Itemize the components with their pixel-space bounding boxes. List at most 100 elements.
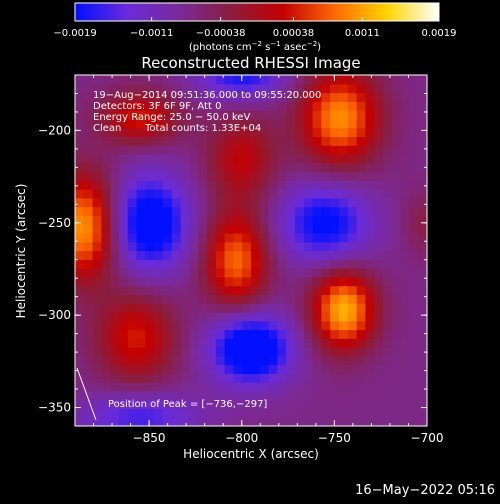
heatmap-cell	[215, 311, 226, 322]
heatmap-cell	[286, 285, 296, 295]
heatmap-cell	[83, 118, 94, 129]
heatmap-cell	[321, 311, 331, 322]
heatmap-cell	[418, 417, 427, 426]
heatmap-cell	[347, 329, 358, 339]
heatmap-cell	[321, 276, 331, 287]
heatmap-cell	[365, 276, 375, 287]
heatmap-cell	[383, 399, 393, 410]
heatmap-cell	[198, 276, 208, 287]
heatmap-cell	[163, 110, 173, 120]
heatmap-cell	[101, 153, 111, 164]
heatmap-cell	[303, 276, 314, 287]
heatmap-cell	[312, 162, 322, 173]
heatmap-cell	[163, 311, 173, 322]
heatmap-cell	[365, 162, 375, 173]
heatmap-cell	[356, 171, 366, 181]
heatmap-cell	[224, 276, 234, 287]
heatmap-cell	[180, 127, 190, 138]
heatmap-cell	[145, 101, 155, 111]
heatmap-cell	[154, 355, 164, 366]
heatmap-cell	[233, 145, 243, 155]
heatmap-cell	[119, 92, 129, 102]
heatmap-cell	[110, 92, 120, 102]
heatmap-cell	[180, 338, 190, 348]
heatmap-cell	[189, 180, 199, 190]
heatmap-cell	[171, 303, 182, 313]
heatmap-cell	[312, 347, 322, 357]
heatmap-cell	[303, 153, 314, 164]
heatmap-cell	[277, 373, 287, 383]
heatmap-cell	[295, 320, 305, 331]
heatmap-cell	[233, 153, 243, 164]
heatmap-cell	[154, 250, 164, 260]
heatmap-cell	[277, 347, 287, 357]
heatmap-cell	[242, 250, 252, 260]
heatmap-cell	[189, 311, 199, 322]
heatmap-cell	[136, 232, 146, 243]
heatmap-cell	[330, 355, 340, 366]
heatmap-cell	[110, 171, 120, 181]
heatmap-cell	[180, 241, 190, 252]
heatmap-cell	[347, 241, 358, 252]
heatmap-cell	[286, 75, 296, 85]
heatmap-cell	[136, 180, 146, 190]
heatmap-cell	[145, 320, 155, 331]
heatmap-cell	[242, 390, 252, 401]
heatmap-cell	[171, 75, 182, 85]
heatmap-cell	[321, 92, 331, 102]
heatmap-cell	[339, 145, 349, 155]
heatmap-cell	[277, 250, 287, 260]
heatmap-cell	[163, 162, 173, 173]
heatmap-cell	[339, 382, 349, 392]
heatmap-cell	[321, 268, 331, 278]
heatmap-cell	[145, 338, 155, 348]
heatmap-cell	[83, 311, 94, 322]
heatmap-cell	[268, 399, 278, 410]
heatmap-cell	[163, 101, 173, 111]
heatmap-cell	[259, 145, 270, 155]
heatmap-cell	[312, 268, 322, 278]
heatmap-cell	[163, 364, 173, 374]
heatmap-cell	[163, 232, 173, 243]
heatmap-cell	[233, 206, 243, 216]
heatmap-cell	[418, 92, 427, 102]
heatmap-cell	[145, 250, 155, 260]
heatmap-cell	[400, 127, 410, 138]
heatmap-cell	[180, 162, 190, 173]
heatmap-cell	[374, 382, 384, 392]
heatmap-cell	[259, 268, 270, 278]
heatmap-cell	[110, 75, 120, 85]
heatmap-cell	[189, 276, 199, 287]
heatmap-cell	[224, 268, 234, 278]
heatmap-cell	[127, 347, 138, 357]
heatmap-cell	[92, 180, 102, 190]
heatmap-cell	[277, 162, 287, 173]
x-tick-label: −800	[225, 431, 258, 445]
heatmap-cell	[163, 136, 173, 146]
heatmap-cell	[295, 329, 305, 339]
heatmap-cell	[356, 417, 366, 426]
heatmap-cell	[277, 303, 287, 313]
heatmap-cell	[75, 83, 85, 94]
heatmap-cell	[198, 355, 208, 366]
heatmap-cell	[312, 180, 322, 190]
heatmap-cell	[251, 355, 261, 366]
heatmap-cell	[207, 250, 217, 260]
heatmap-cell	[268, 180, 278, 190]
heatmap-cell	[207, 347, 217, 357]
heatmap-cell	[400, 364, 410, 374]
heatmap-cell	[119, 206, 129, 216]
heatmap-cell	[303, 189, 314, 199]
heatmap-cell	[347, 224, 358, 234]
heatmap-cell	[215, 347, 226, 357]
heatmap-cell	[356, 329, 366, 339]
heatmap-cell	[391, 364, 402, 374]
heatmap-cell	[277, 215, 287, 225]
heatmap-cell	[198, 171, 208, 181]
heatmap-cell	[268, 364, 278, 374]
heatmap-cell	[374, 241, 384, 252]
heatmap-cell	[295, 215, 305, 225]
heatmap-cell	[339, 92, 349, 102]
heatmap-cell	[347, 215, 358, 225]
heatmap-cell	[391, 180, 402, 190]
